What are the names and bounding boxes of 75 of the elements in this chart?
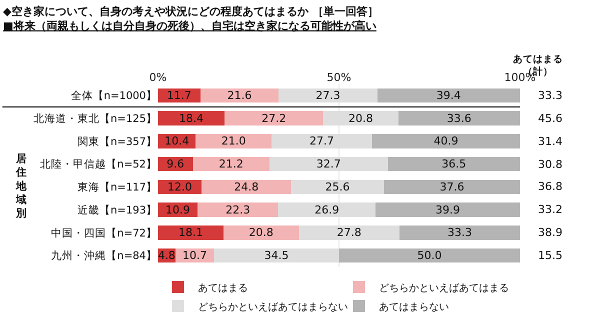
y-tick-label: 北海道・東北【n=125】 bbox=[34, 112, 157, 125]
bar bbox=[197, 202, 278, 217]
data-label: 10.7 bbox=[182, 249, 207, 262]
bar bbox=[384, 180, 520, 194]
bar bbox=[158, 88, 200, 103]
text: 居住地域別 bbox=[15, 153, 28, 220]
bar bbox=[224, 226, 299, 240]
data-label: 39.9 bbox=[436, 203, 460, 216]
data-label: 37.6 bbox=[440, 180, 464, 194]
y-tick-label: 東海【n=117】 bbox=[78, 180, 157, 194]
data-label: 10.4 bbox=[164, 134, 190, 148]
data-label: 27.2 bbox=[262, 112, 286, 125]
data-label: 24.8 bbox=[234, 180, 259, 194]
bar bbox=[398, 111, 520, 126]
bar bbox=[158, 111, 225, 126]
data-label: 12.0 bbox=[167, 180, 192, 194]
legend-label: あてはまらない bbox=[379, 302, 449, 313]
text: 15.5 bbox=[538, 249, 562, 262]
data-label: 36.5 bbox=[442, 158, 466, 171]
data-label: 10.9 bbox=[165, 203, 190, 216]
y-tick-label: 全体【n=1000】 bbox=[70, 89, 157, 102]
data-label: 27.7 bbox=[310, 134, 334, 148]
y-tick-label: 中国・四国【n=72】 bbox=[51, 226, 157, 240]
bar bbox=[377, 88, 520, 103]
text: 36.8 bbox=[538, 180, 562, 193]
data-label: 4.8 bbox=[158, 249, 176, 262]
y-tick-label: 北陸・甲信越【n=52】 bbox=[40, 158, 157, 171]
data-label: 27.8 bbox=[336, 226, 362, 240]
data-label: 50.0 bbox=[417, 249, 442, 262]
data-label: 22.3 bbox=[226, 203, 250, 216]
legend-label: どちらかといえばあてはまらない bbox=[198, 302, 348, 313]
text: 30.8 bbox=[538, 158, 562, 171]
text: 33.3 bbox=[538, 89, 562, 102]
chart-title: ◆空き家について、自身の考えや状況にどの程度あてはまるか ［単一回答］ bbox=[3, 4, 378, 18]
data-label: 21.2 bbox=[218, 158, 244, 171]
data-label: 32.7 bbox=[316, 158, 341, 171]
bar bbox=[376, 202, 520, 217]
data-label: 21.0 bbox=[221, 134, 246, 148]
data-label: 27.3 bbox=[316, 88, 340, 102]
bar bbox=[196, 134, 272, 148]
legend-label: あてはまる bbox=[198, 282, 248, 294]
bar bbox=[399, 226, 520, 240]
bar bbox=[158, 226, 224, 240]
bar bbox=[224, 111, 324, 126]
bar bbox=[339, 248, 520, 263]
text: 31.4 bbox=[538, 135, 562, 148]
x-tick-label: 50% bbox=[326, 70, 352, 84]
data-label: 11.7 bbox=[166, 88, 192, 102]
x-tick-label: 0% bbox=[149, 70, 167, 84]
bar bbox=[200, 88, 279, 103]
data-label: 21.6 bbox=[227, 88, 252, 102]
y-tick-label: 九州・沖縄【n=84】 bbox=[51, 249, 157, 262]
bar bbox=[192, 156, 270, 172]
bar bbox=[388, 156, 520, 172]
legend-label: どちらかといえばあてはまる bbox=[379, 282, 509, 294]
bar bbox=[201, 180, 292, 194]
data-label: 18.4 bbox=[179, 112, 204, 125]
data-label: 25.6 bbox=[325, 180, 350, 194]
bar bbox=[372, 134, 520, 148]
data-label: 20.8 bbox=[248, 226, 274, 240]
data-label: 20.8 bbox=[348, 112, 373, 125]
y-tick-label: 関東【n=357】 bbox=[78, 134, 157, 148]
data-label: 9.6 bbox=[166, 158, 184, 171]
text: 38.9 bbox=[538, 226, 562, 239]
data-label: 34.5 bbox=[264, 249, 289, 262]
text: 45.6 bbox=[538, 112, 562, 125]
text: 33.2 bbox=[538, 203, 562, 216]
data-label: 33.3 bbox=[447, 226, 472, 240]
data-label: 26.9 bbox=[314, 203, 340, 216]
chart-subtitle: ■将来（両親もしくは自分自身の死後）、自宅は空き家になる可能性が高い bbox=[3, 19, 376, 32]
data-label: 18.1 bbox=[178, 226, 204, 240]
data-label: 39.4 bbox=[436, 88, 461, 102]
data-label: 33.6 bbox=[446, 112, 472, 125]
y-tick-label: 近畿【n=193】 bbox=[78, 203, 157, 216]
data-label: 40.9 bbox=[434, 134, 458, 148]
